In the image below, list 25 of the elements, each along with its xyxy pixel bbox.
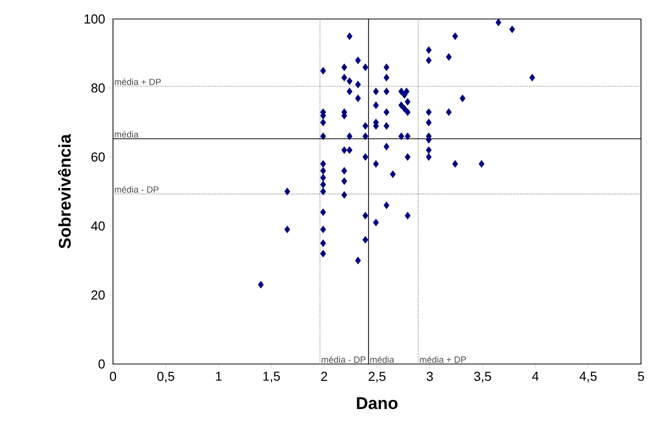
x-axis-title: Dano [356,397,398,410]
x-tick-label: 1 [216,372,222,381]
y-tick-label: 100 [84,14,105,24]
ref-line-label: média - DP [322,356,366,363]
x-tick-label: 3 [426,372,433,381]
y-tick-label: 0 [98,359,105,369]
x-tick-label: 0 [110,372,116,381]
y-tick-label: 80 [91,83,105,93]
ref-line-label: média [114,130,139,138]
y-tick-label: 60 [91,152,105,162]
x-tick-label: 0,5 [157,372,174,382]
x-tick-label: 4,5 [579,372,597,382]
y-tick-label: 20 [91,290,105,300]
x-tick-label: 2 [321,372,328,381]
ref-line-label: média [370,356,394,363]
ref-line-label: média - DP [114,186,159,193]
x-tick-label: 1,5 [263,372,280,382]
x-tick-label: 5 [638,372,644,381]
ref-line-label: média + DP [114,78,161,86]
ref-line-label: média + DP [420,356,466,363]
y-tick-label: 40 [91,221,105,231]
x-tick-label: 3,5 [474,372,492,382]
x-tick-label: 2,5 [368,372,386,382]
y-axis-title: Sobrevivência [58,134,71,248]
x-tick-label: 4 [532,372,539,381]
